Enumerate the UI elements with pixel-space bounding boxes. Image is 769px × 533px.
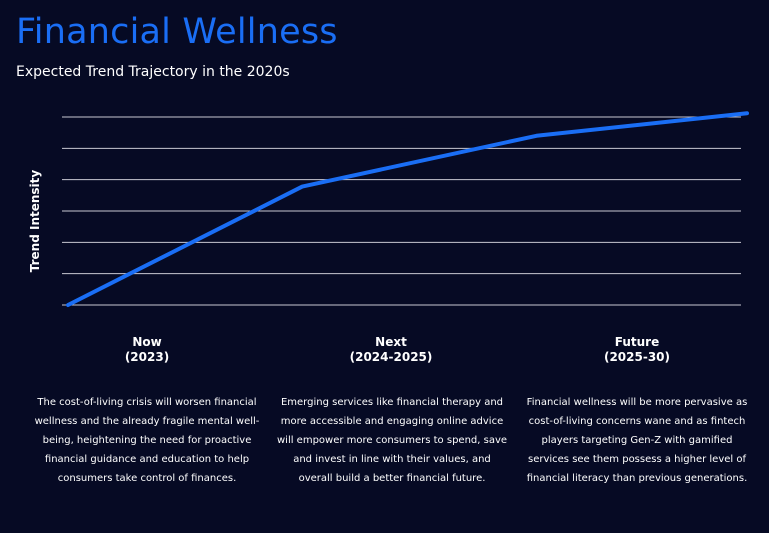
phase-future-title: Future <box>614 335 660 349</box>
grid-lines <box>62 116 741 306</box>
phase-next-title: Next <box>375 335 407 349</box>
phase-next: Next (2024-2025) <box>281 335 501 365</box>
trend-series <box>66 111 749 307</box>
trend-line <box>66 111 749 307</box>
phase-next-description: Emerging services like financial therapy… <box>276 397 508 484</box>
page-title: Financial Wellness <box>16 12 338 52</box>
page-subtitle: Expected Trend Trajectory in the 2020s <box>16 64 290 80</box>
phase-now: Now (2023) <box>37 335 257 365</box>
phase-next-period: (2024-2025) <box>349 350 433 364</box>
phase-future: Future (2025-30) <box>527 335 747 365</box>
phase-now-title: Now <box>132 335 162 349</box>
phase-now-period: (2023) <box>124 350 170 364</box>
phase-future-period: (2025-30) <box>603 350 671 364</box>
phase-future-description: Financial wellness will be more pervasiv… <box>526 397 748 484</box>
phase-now-description: The cost-of-living crisis will worsen fi… <box>34 397 260 484</box>
